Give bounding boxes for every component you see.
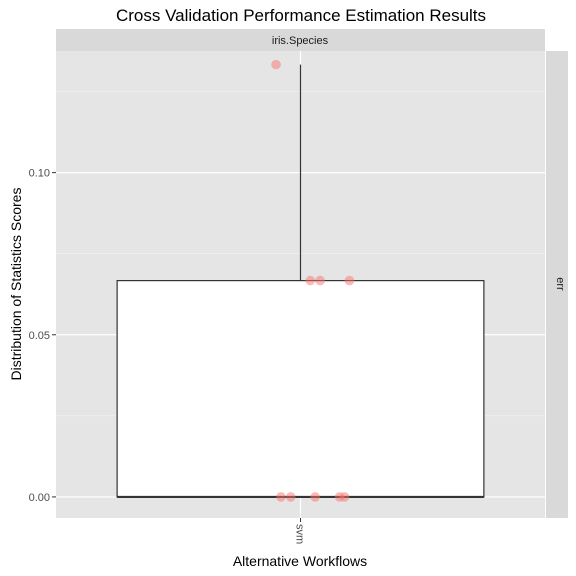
facet-label-top: iris.Species (272, 35, 329, 47)
data-point (344, 275, 355, 286)
box-iqr (116, 280, 485, 498)
x-tick-label: svm (294, 524, 306, 544)
x-axis-title: Alternative Workflows (233, 553, 367, 569)
y-tick-label: 0.05 (29, 330, 50, 342)
data-point (339, 492, 350, 502)
chart-title: Cross Validation Performance Estimation … (116, 6, 486, 25)
y-axis-title: Distribution of Statistics Scores (8, 188, 24, 381)
data-point (276, 492, 286, 502)
facet-label-right: err (554, 277, 566, 291)
y-axis: 0.00 0.05 0.10 (29, 168, 56, 504)
y-tick-label: 0.00 (29, 492, 50, 504)
data-point (305, 275, 316, 286)
data-point (310, 492, 320, 502)
x-axis: svm (294, 518, 306, 544)
boxplot (116, 64, 485, 499)
y-tick-label: 0.10 (29, 168, 50, 180)
data-point (285, 492, 296, 502)
data-point (271, 59, 281, 70)
data-point (315, 275, 325, 286)
facet-strip-right (546, 51, 568, 518)
data-points (271, 59, 355, 502)
facet-strip-top (56, 29, 545, 51)
